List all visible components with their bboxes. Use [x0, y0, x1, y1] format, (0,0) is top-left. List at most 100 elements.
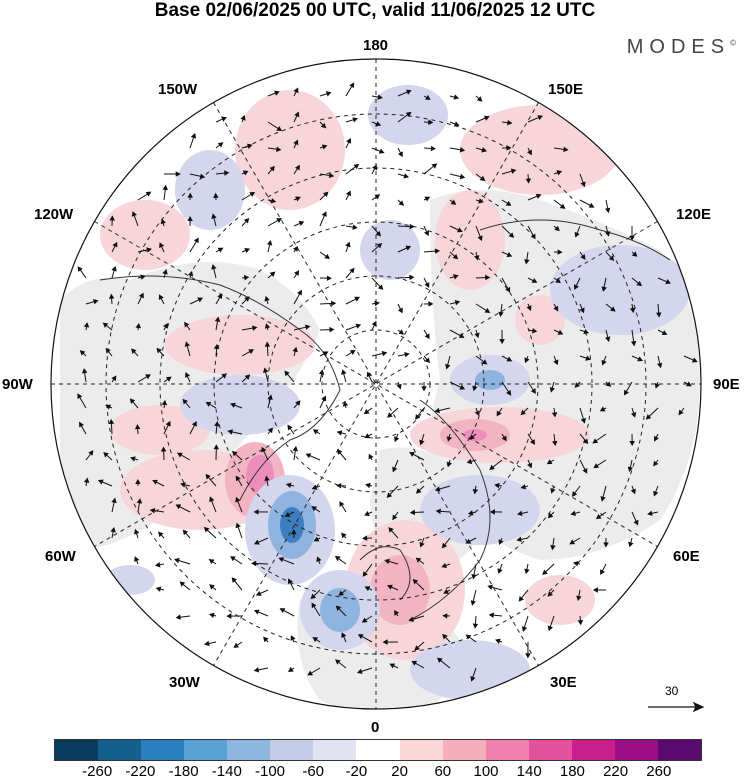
wind-vector-head	[361, 617, 368, 623]
wind-vector-head	[162, 184, 168, 191]
wind-vector-head	[253, 667, 260, 673]
wind-vector-head	[601, 359, 607, 366]
colorbar-tick-label: 220	[603, 763, 629, 780]
wind-vector-head	[375, 121, 382, 127]
wind-vector-head	[484, 307, 491, 313]
wind-vector-head	[425, 94, 431, 100]
wind-vector-head	[505, 286, 511, 293]
wind-vector-head	[243, 217, 250, 224]
wind-vector-head	[294, 111, 300, 118]
wind-vector-head	[554, 225, 560, 232]
colorbar-tick-label: -20	[345, 763, 368, 780]
wind-vector-head	[588, 202, 595, 208]
wind-vector-head	[605, 336, 611, 343]
wind-vector-head	[521, 626, 528, 632]
wind-vector-head	[209, 496, 215, 503]
wind-vector-head	[419, 439, 425, 446]
wind-vector-head	[105, 347, 111, 354]
wind-vector-head	[535, 193, 542, 199]
wind-vector-head	[653, 460, 659, 467]
wind-vector-head	[530, 388, 536, 394]
wind-vector-head	[518, 595, 524, 602]
wind-vector-head	[162, 268, 168, 275]
wind-vector-head	[129, 398, 136, 404]
wind-vector-head	[506, 145, 512, 151]
wind-vector-head	[255, 590, 262, 596]
wind-vector-head	[182, 529, 189, 536]
wind-vector-head	[175, 504, 182, 510]
wind-vector-head	[580, 181, 586, 188]
wind-vector-head	[474, 255, 480, 261]
wind-vector-head	[175, 171, 181, 177]
wind-vector-head	[647, 510, 653, 516]
wind-vector-head	[489, 509, 496, 515]
wind-vector-head	[580, 254, 586, 260]
wind-vector-head	[436, 657, 443, 663]
wind-vector-head	[653, 490, 659, 497]
wind-vector-head	[374, 194, 381, 200]
wind-vector-head	[193, 237, 199, 244]
wind-vector-head	[341, 632, 347, 638]
wind-vector-head	[357, 634, 364, 640]
wind-vector-head	[472, 623, 479, 629]
colorbar-swatch	[528, 740, 572, 760]
wind-vector-head	[466, 458, 473, 465]
wind-vector-head	[378, 148, 385, 154]
colorbar-swatch	[657, 740, 701, 760]
wind-vector-head	[182, 398, 188, 405]
colorbar-swatch	[227, 740, 271, 760]
wind-vector-head	[498, 311, 504, 318]
colorbar	[54, 739, 702, 761]
wind-vector-head	[185, 372, 191, 378]
wind-vector-head	[298, 220, 305, 226]
wind-vector-head	[557, 249, 563, 255]
wind-vector-head	[582, 467, 588, 474]
wind-vector-head	[629, 307, 636, 314]
wind-vector-head	[155, 586, 162, 592]
colorbar-ticks: -260 -220 -180 -140 -100 -60 -20 20 60 100 140 180 2…	[0, 763, 750, 783]
wind-vector-head	[524, 568, 530, 575]
wind-vector-head	[184, 341, 191, 347]
wind-vector-head	[204, 640, 210, 647]
wind-vector-head	[653, 435, 659, 442]
wind-vector-head	[356, 668, 363, 674]
wind-vector-head	[570, 510, 577, 516]
wind-vector-head	[485, 274, 491, 281]
wind-vector-head	[362, 535, 368, 541]
wind-vector-head	[465, 634, 472, 640]
wind-vector-head	[230, 556, 236, 562]
wind-vector-head	[374, 300, 380, 307]
wind-vector-head	[531, 327, 538, 334]
wind-vector-head	[524, 357, 530, 364]
wind-vector-head	[335, 605, 342, 611]
wind-vector-head	[160, 218, 166, 225]
wind-vector-head	[409, 274, 415, 281]
wind-vector-head	[134, 528, 140, 535]
wind-vector-head	[278, 557, 285, 563]
wind-vector-head	[163, 323, 168, 329]
wind-vector-head	[481, 147, 488, 153]
wind-vector-head	[481, 359, 488, 365]
wind-vector-head	[419, 541, 425, 548]
wind-vector-head	[474, 332, 480, 339]
wind-vector-head	[231, 450, 238, 457]
wind-vector-head	[563, 146, 569, 153]
colorbar-swatch	[614, 740, 658, 760]
colorbar-swatch	[571, 740, 615, 760]
wind-vector-head	[406, 89, 412, 95]
colorbar-tick-label: -140	[211, 763, 242, 780]
wind-vector-head	[111, 265, 117, 272]
wind-vector-head	[109, 215, 115, 221]
wind-vector-head	[321, 395, 327, 402]
wind-vector-head	[593, 463, 600, 469]
wind-vector-head	[349, 349, 356, 355]
wind-vector-head	[547, 591, 554, 597]
wind-vector-head	[443, 588, 449, 594]
colorbar-swatch	[442, 740, 486, 760]
wind-vector-head	[551, 412, 558, 418]
wind-vector-head	[138, 292, 144, 299]
wind-vector-head	[145, 374, 151, 380]
wind-vector-head	[368, 453, 374, 460]
wind-vector-head	[527, 149, 532, 156]
wind-vector-head	[469, 434, 475, 440]
